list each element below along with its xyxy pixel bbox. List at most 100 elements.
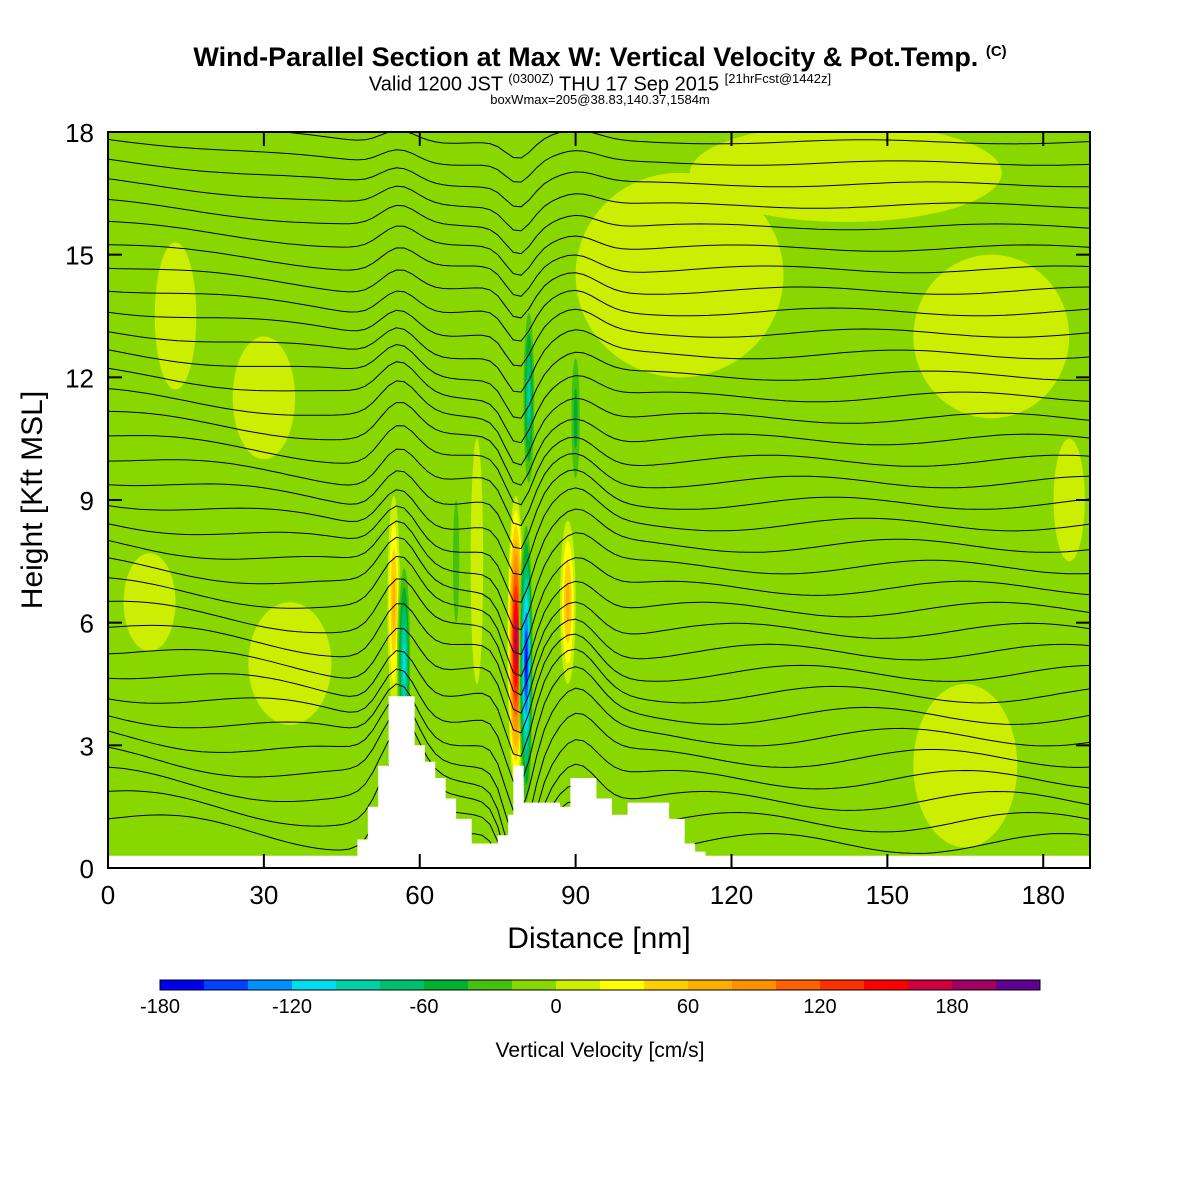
colorbar-swatch-13 [732, 980, 777, 990]
isentrope-31 [108, 158, 1090, 208]
w-feature-17-level-1 [689, 132, 1002, 222]
copyright-mark: (C) [985, 43, 1007, 60]
colorbar-swatch-18 [952, 980, 997, 990]
isentrope-12 [108, 536, 1090, 656]
isentrope-2 [108, 731, 1090, 868]
colorbar-swatch-2 [248, 980, 293, 990]
colorbar-title: Vertical Velocity [cm/s] [496, 1039, 705, 1062]
isentrope-25 [108, 289, 1090, 342]
colorbar-swatch-17 [908, 980, 953, 990]
y-tick-label: 18 [65, 118, 94, 148]
isentrope-5 [108, 683, 1090, 814]
w-feature-5-level-4 [565, 581, 570, 623]
isentrope-14 [108, 505, 1090, 603]
isentrope-32 [108, 138, 1090, 183]
w-feature-13-level-1 [248, 602, 332, 725]
isentrope-17 [108, 448, 1090, 527]
isentrope-22 [108, 343, 1090, 419]
w-feature-14-level-1 [123, 553, 176, 652]
isentrope-16 [108, 469, 1090, 550]
w-feature-10-level-1 [232, 336, 296, 460]
colorbar-swatch-11 [644, 980, 689, 990]
w-feature-2-level-10 [515, 628, 517, 658]
colorbar-swatch-4 [336, 980, 381, 990]
isentrope-15 [108, 487, 1090, 576]
isentrope-23 [108, 327, 1090, 393]
isentrope-10 [108, 578, 1090, 696]
chart-title: Wind-Parallel Section at Max W: Vertical… [0, 42, 1200, 73]
isentrope-8 [108, 627, 1090, 734]
w-feature-9-level-1 [154, 242, 197, 390]
w-feature-1-level-6 [402, 644, 406, 683]
colorbar-tick-label: 120 [803, 996, 836, 1018]
x-tick-label: 60 [405, 880, 434, 910]
w-feature-16-level-1 [1053, 438, 1085, 562]
valid-date: THU 17 Sep 2015 [559, 73, 720, 96]
valid-zulu: (0300Z) [508, 71, 554, 86]
isentrope-29 [108, 198, 1090, 255]
isentrope-7 [108, 648, 1090, 757]
y-tick-label: 12 [65, 363, 94, 393]
isentrope-9 [108, 603, 1090, 714]
isentrope-3 [108, 712, 1090, 867]
y-tick-label: 15 [65, 241, 94, 271]
colorbar-tick-label: 0 [550, 996, 561, 1018]
x-tick-label: 180 [1022, 880, 1065, 910]
isentrope-30 [108, 178, 1090, 232]
chart-subtitle: Valid 1200 JST (0300Z) THU 17 Sep 2015 [… [0, 71, 1200, 97]
plot-frame [107, 131, 1091, 869]
isentrope-26 [108, 267, 1090, 319]
y-axis-title: Height [Kft MSL] [16, 391, 49, 609]
colorbar-swatch-14 [776, 980, 821, 990]
colorbar-tick-label: -60 [410, 996, 439, 1018]
x-tick-label: 90 [561, 880, 590, 910]
isentrope-13 [108, 520, 1090, 631]
y-tick-label: 6 [80, 609, 94, 639]
w-feature-18-level-1 [741, 500, 826, 746]
box-info: boxWmax=205@38.83,140.37,1584m [490, 92, 710, 107]
x-tick-label: 120 [710, 880, 753, 910]
isentrope-28 [108, 220, 1090, 276]
isentrope-20 [108, 380, 1090, 466]
y-tick-label: 9 [80, 486, 94, 516]
colorbar-swatch-0 [160, 980, 205, 990]
x-tick-label: 30 [249, 880, 278, 910]
isentrope-6 [108, 666, 1090, 784]
w-feature-15-level-1 [913, 684, 1018, 848]
y-tick-label: 3 [80, 731, 94, 761]
chart-title-text: Wind-Parallel Section at Max W: Vertical… [193, 42, 979, 72]
colorbar-swatch-12 [688, 980, 733, 990]
w-feature-0-level-4 [392, 575, 396, 629]
x-axis-title: Distance [nm] [507, 922, 690, 955]
colorbar-swatch-1 [204, 980, 249, 990]
x-tick-label: 150 [866, 880, 909, 910]
isentrope-27 [108, 244, 1090, 297]
x-tick-label: 0 [101, 880, 115, 910]
w-feature-7-level-2 [452, 499, 460, 623]
colorbar-swatch-5 [380, 980, 425, 990]
valid-time: Valid 1200 JST [368, 73, 503, 96]
colorbar-swatch-6 [424, 980, 469, 990]
isentrope-19 [108, 401, 1090, 486]
colorbar-frame [159, 979, 1041, 991]
w-feature-8-level-1 [470, 438, 484, 684]
colorbar-tick-label: -120 [272, 996, 312, 1018]
isentrope-11 [108, 555, 1090, 677]
isentrope-4 [108, 697, 1090, 842]
colorbar-swatch-10 [600, 980, 645, 990]
isentrope-24 [108, 308, 1090, 367]
forecast-info: [21hrFcst@1442z] [724, 71, 832, 86]
colorbar-swatch-3 [292, 980, 337, 990]
colorbar-swatch-16 [864, 980, 909, 990]
colorbar-swatch-8 [512, 980, 557, 990]
colorbar-tick-label: 180 [935, 996, 968, 1018]
colorbar-tick-label: -180 [140, 996, 180, 1018]
isentrope-18 [108, 425, 1090, 506]
colorbar-swatch-15 [820, 980, 865, 990]
isentrope-33 [280, 132, 1090, 159]
terrain [108, 696, 1090, 868]
colorbar-swatch-19 [996, 980, 1041, 990]
colorbar-swatch-9 [556, 980, 601, 990]
w-feature-4-level-5 [527, 376, 531, 420]
